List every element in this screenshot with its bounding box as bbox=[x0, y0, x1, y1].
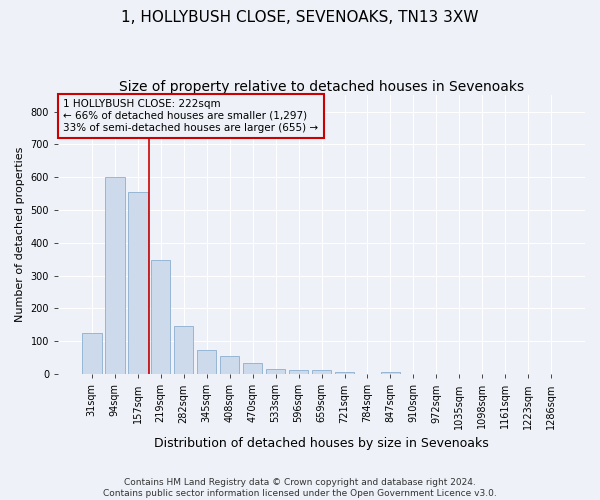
Bar bbox=[289, 370, 308, 374]
Bar bbox=[151, 260, 170, 374]
Text: 1 HOLLYBUSH CLOSE: 222sqm
← 66% of detached houses are smaller (1,297)
33% of se: 1 HOLLYBUSH CLOSE: 222sqm ← 66% of detac… bbox=[64, 100, 319, 132]
Title: Size of property relative to detached houses in Sevenoaks: Size of property relative to detached ho… bbox=[119, 80, 524, 94]
Bar bbox=[82, 333, 101, 374]
Bar bbox=[335, 372, 354, 374]
Bar bbox=[243, 364, 262, 374]
Bar bbox=[105, 177, 125, 374]
Y-axis label: Number of detached properties: Number of detached properties bbox=[15, 147, 25, 322]
Bar bbox=[312, 370, 331, 374]
Text: 1, HOLLYBUSH CLOSE, SEVENOAKS, TN13 3XW: 1, HOLLYBUSH CLOSE, SEVENOAKS, TN13 3XW bbox=[121, 10, 479, 25]
X-axis label: Distribution of detached houses by size in Sevenoaks: Distribution of detached houses by size … bbox=[154, 437, 489, 450]
Bar bbox=[174, 326, 193, 374]
Bar bbox=[266, 369, 286, 374]
Bar bbox=[381, 372, 400, 374]
Bar bbox=[220, 356, 239, 374]
Bar bbox=[128, 192, 148, 374]
Bar bbox=[197, 350, 217, 374]
Text: Contains HM Land Registry data © Crown copyright and database right 2024.
Contai: Contains HM Land Registry data © Crown c… bbox=[103, 478, 497, 498]
